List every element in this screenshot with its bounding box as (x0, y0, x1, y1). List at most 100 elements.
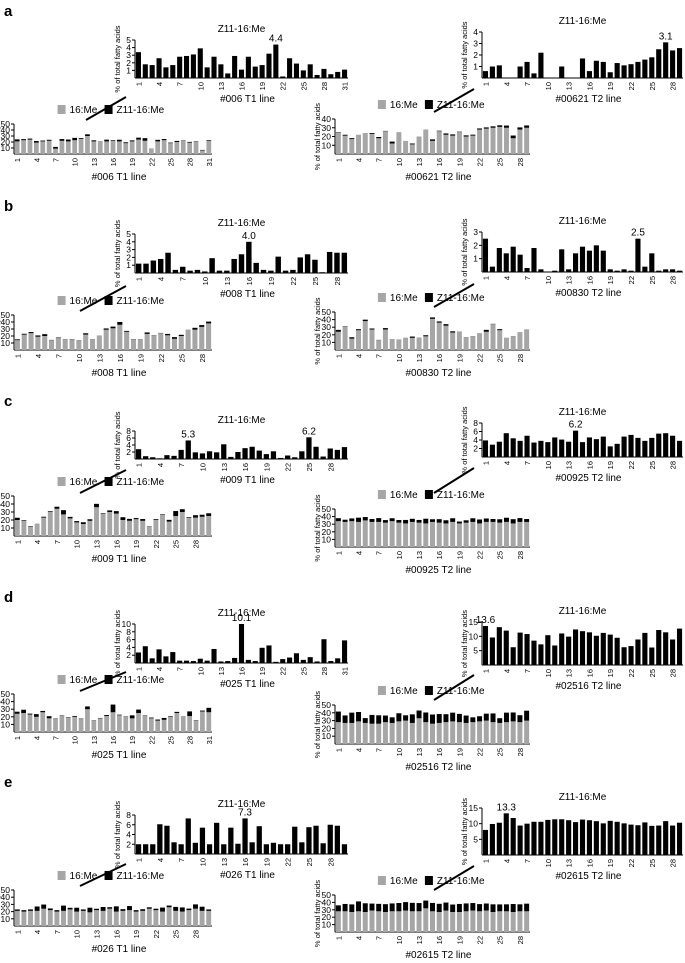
bar-z11-stack (450, 331, 456, 333)
bar-z11-stack (369, 328, 375, 330)
bar-16me (59, 140, 65, 154)
bar-z11 (185, 818, 191, 854)
bar-z11 (256, 826, 262, 854)
bar-z11-stack (497, 329, 503, 331)
bar-z11-stack (72, 137, 78, 141)
x-tick-label: 4 (32, 736, 41, 740)
bar-z11 (614, 443, 620, 457)
bar-z11-stack (74, 521, 80, 523)
bar-16me (28, 333, 34, 350)
x-tick-label: 28 (192, 540, 201, 548)
bar-z11-stack (524, 903, 530, 912)
bar-16me (389, 143, 395, 154)
bar-z11 (517, 254, 523, 272)
bar-16me (362, 912, 368, 932)
bar-z11-stack (40, 710, 46, 713)
bar-z11-stack (21, 520, 27, 521)
bar-z11-stack (389, 717, 395, 723)
bar-16me (335, 521, 341, 547)
x-tick-label: 19 (132, 930, 141, 938)
bar-z11 (187, 270, 193, 273)
bar-z11 (517, 825, 523, 855)
bar-z11 (164, 825, 170, 854)
bar-16me (396, 132, 402, 154)
y-tick-label: 15 (469, 617, 479, 627)
panel-label-c: c (4, 393, 13, 410)
bar-z11-stack (403, 715, 409, 721)
bar-z11-stack (124, 330, 130, 332)
bar-16me (14, 520, 20, 536)
bar-z11 (238, 69, 245, 78)
bar-z11 (313, 825, 319, 854)
x-tick-label: 25 (496, 551, 505, 559)
x-tick-label: 25 (496, 748, 505, 756)
legend-swatch-16me (57, 105, 66, 114)
bar-16me (94, 507, 99, 536)
bar-16me (96, 336, 102, 350)
bar-16me (85, 709, 90, 732)
bar-16me (107, 512, 113, 536)
bar-z11 (150, 457, 156, 459)
bar-z11-stack (382, 904, 388, 913)
bar-z11-stack (200, 710, 205, 712)
bar-16me (524, 720, 530, 744)
bar-z11 (197, 658, 203, 663)
bar-z11-stack (47, 908, 53, 911)
bar-z11-stack (463, 903, 469, 912)
bar-z11 (482, 829, 489, 855)
bar-z11-stack (187, 711, 193, 717)
y-tick-label: 2 (473, 240, 478, 250)
y-tick-label: 10 (1, 914, 11, 924)
peak-value-label: 7.3 (238, 807, 252, 818)
bar-z11 (249, 446, 255, 459)
bar-z11 (218, 661, 224, 663)
bar-z11 (559, 819, 565, 855)
bar-16me (503, 911, 509, 932)
x-tick-label: 1 (334, 748, 343, 752)
bar-z11 (266, 645, 272, 663)
bar-z11 (326, 251, 333, 273)
bar-16me (171, 338, 177, 350)
bar-z11 (242, 448, 248, 459)
bar-z11 (579, 819, 586, 855)
bar-z11 (135, 652, 141, 663)
x-tick-label: 28 (198, 354, 207, 362)
bar-16me (356, 911, 362, 932)
bar-z11 (524, 435, 530, 457)
y-tick-label: 30 (322, 322, 332, 332)
bar-z11 (642, 632, 648, 665)
bar-16me (42, 336, 48, 350)
x-tick-label: 19 (606, 82, 615, 90)
peak-value-label: 5.3 (181, 429, 195, 440)
x-tick-label: 22 (627, 82, 636, 90)
x-tick-label: 4 (33, 930, 42, 934)
x-tick-label: 22 (627, 669, 636, 677)
x-tick-label: 13 (415, 551, 424, 559)
bar-z11 (593, 635, 599, 665)
x-tick-label: 25 (648, 461, 657, 469)
bar-z11-stack (362, 517, 368, 521)
bar-16me (80, 524, 86, 536)
bar-16me (40, 712, 46, 732)
bar-16me (382, 912, 388, 932)
bar-z11 (342, 69, 348, 78)
bar-z11-stack (436, 321, 442, 323)
y-tick-label: 40 (1, 697, 11, 707)
bar-z11 (510, 647, 516, 665)
bar-z11 (663, 433, 669, 457)
bar-z11-stack (409, 143, 415, 145)
bar-16me (67, 518, 73, 536)
bar-z11 (300, 659, 306, 663)
x-tick-label: 1 (481, 669, 490, 673)
bar-z11 (273, 661, 279, 663)
bar-16me (127, 910, 132, 926)
bar-z11-stack (349, 712, 355, 723)
bar-z11 (246, 241, 252, 273)
bar-z11 (573, 629, 579, 665)
bar-z11 (253, 262, 259, 273)
bar-z11-stack (477, 519, 483, 524)
bar-z11-stack (423, 712, 429, 723)
bar-z11 (531, 442, 537, 457)
bar-z11-stack (456, 903, 462, 913)
chart-title: Z11-16:Me (559, 792, 607, 803)
